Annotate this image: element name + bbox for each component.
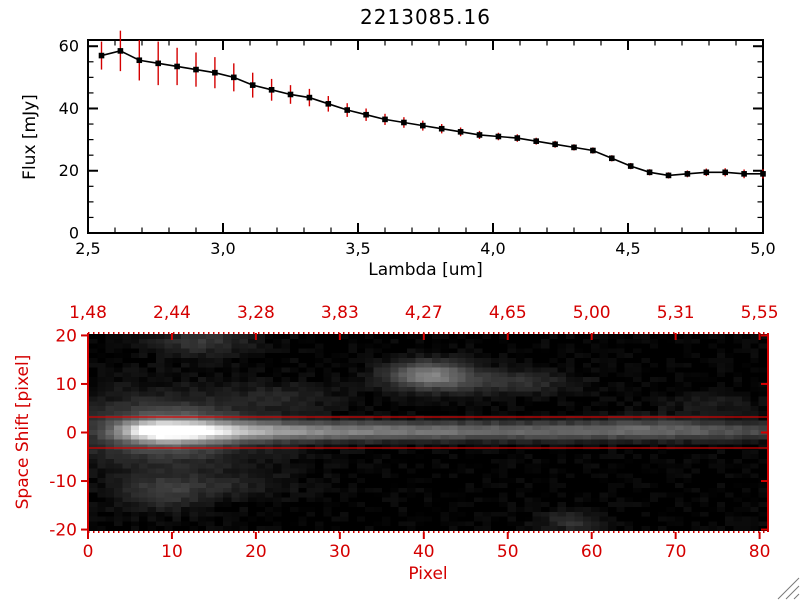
- svg-text:50: 50: [497, 542, 519, 562]
- spectrum-axes: 2,5 3,0 3,5 4,0 4,5 5,0 0 20 40 60: [59, 37, 776, 258]
- svg-text:5,0: 5,0: [750, 239, 775, 258]
- svg-text:60: 60: [59, 37, 79, 56]
- svg-text:60: 60: [581, 542, 603, 562]
- svg-text:5,55: 5,55: [741, 303, 779, 323]
- svg-text:30: 30: [329, 542, 351, 562]
- error-bars: [100, 30, 764, 179]
- spectrum-series: [98, 48, 766, 179]
- svg-text:2,44: 2,44: [153, 303, 191, 323]
- svg-text:10: 10: [161, 542, 183, 562]
- svg-text:70: 70: [665, 542, 687, 562]
- svg-text:0: 0: [69, 224, 79, 243]
- svg-text:1,48: 1,48: [69, 303, 107, 323]
- lambda-axis-label: Lambda [um]: [368, 260, 483, 280]
- svg-text:4,5: 4,5: [615, 239, 640, 258]
- svg-text:20: 20: [55, 326, 77, 346]
- svg-text:80: 80: [749, 542, 771, 562]
- resize-grip-icon[interactable]: [770, 570, 800, 600]
- svg-text:40: 40: [413, 542, 435, 562]
- svg-text:20: 20: [245, 542, 267, 562]
- svg-text:3,0: 3,0: [210, 239, 235, 258]
- pixel-axis-label: Pixel: [408, 564, 448, 584]
- svg-text:-20: -20: [49, 521, 77, 541]
- svg-text:3,28: 3,28: [237, 303, 275, 323]
- svg-text:3,83: 3,83: [321, 303, 359, 323]
- svg-text:5,00: 5,00: [573, 303, 611, 323]
- svg-text:20: 20: [59, 161, 79, 180]
- svg-text:-10: -10: [49, 472, 77, 492]
- svg-text:10: 10: [55, 375, 77, 395]
- svg-text:40: 40: [59, 99, 79, 118]
- svg-text:4,0: 4,0: [480, 239, 505, 258]
- svg-text:2,5: 2,5: [75, 239, 100, 258]
- space-shift-axis-label: Space Shift [pixel]: [13, 354, 33, 510]
- spectral-2d-image: [89, 334, 767, 531]
- page-title: 2213085.16: [360, 5, 491, 29]
- svg-text:5,31: 5,31: [657, 303, 695, 323]
- svg-text:3,5: 3,5: [345, 239, 370, 258]
- svg-text:0: 0: [83, 542, 94, 562]
- flux-axis-label: Flux [mJy]: [20, 94, 40, 180]
- svg-text:4,27: 4,27: [405, 303, 443, 323]
- svg-text:0: 0: [66, 424, 77, 444]
- svg-text:4,65: 4,65: [489, 303, 527, 323]
